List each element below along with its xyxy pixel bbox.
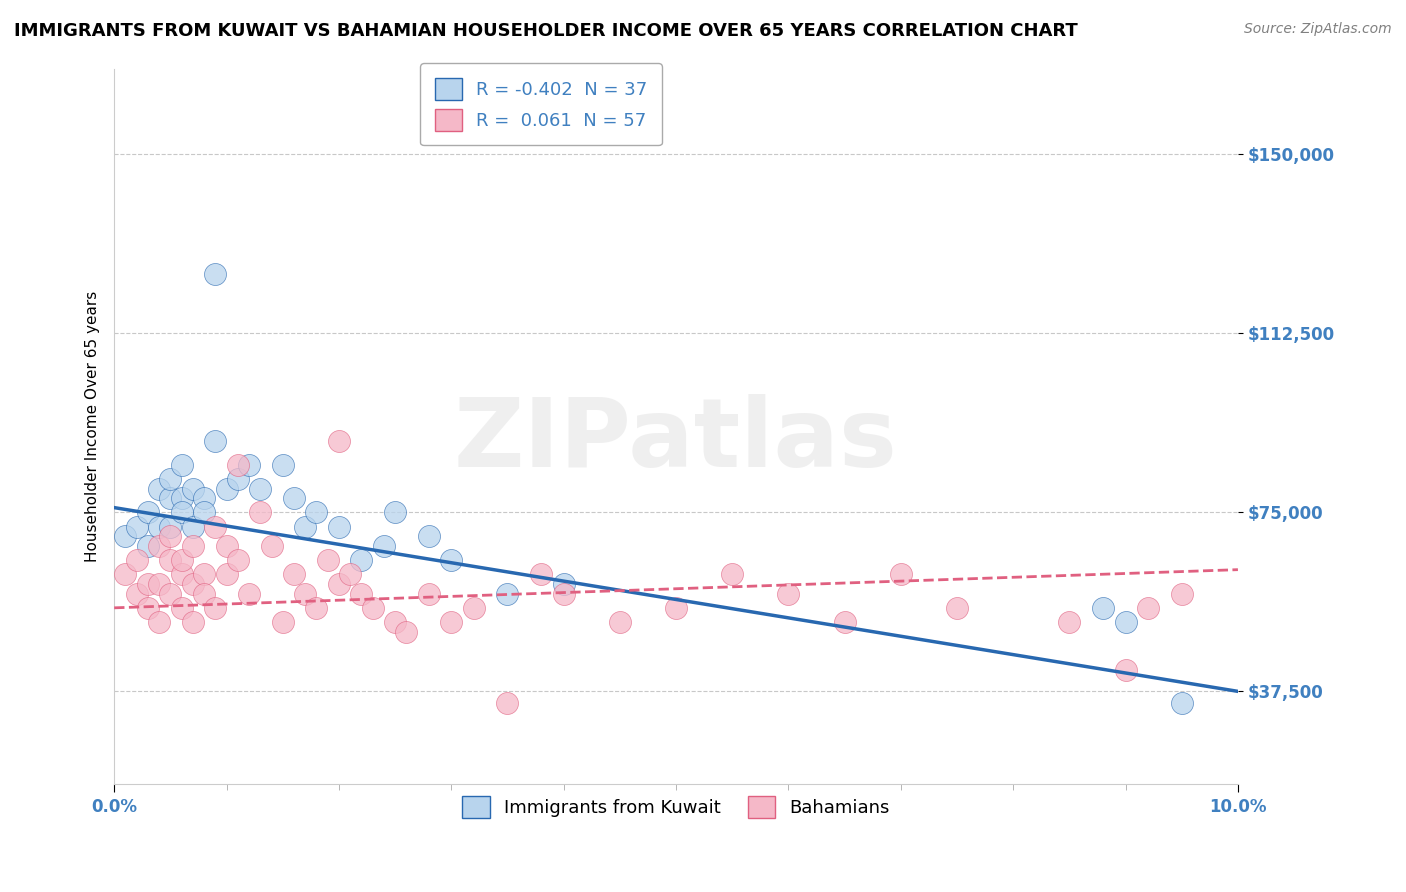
Point	[170, 553, 193, 567]
Point	[665, 600, 688, 615]
Text: IMMIGRANTS FROM KUWAIT VS BAHAMIAN HOUSEHOLDER INCOME OVER 65 YEARS CORRELATION : IMMIGRANTS FROM KUWAIT VS BAHAMIAN HOUSE…	[14, 22, 1078, 40]
Point	[496, 586, 519, 600]
Point	[283, 567, 305, 582]
Point	[148, 519, 170, 533]
Point	[181, 539, 204, 553]
Text: Source: ZipAtlas.com: Source: ZipAtlas.com	[1244, 22, 1392, 37]
Point	[496, 696, 519, 710]
Point	[204, 519, 226, 533]
Point	[215, 539, 238, 553]
Point	[125, 553, 148, 567]
Point	[159, 553, 181, 567]
Point	[181, 519, 204, 533]
Point	[249, 482, 271, 496]
Point	[136, 539, 159, 553]
Point	[1170, 696, 1192, 710]
Point	[249, 505, 271, 519]
Point	[114, 567, 136, 582]
Point	[159, 529, 181, 543]
Point	[215, 482, 238, 496]
Point	[890, 567, 912, 582]
Point	[834, 615, 856, 629]
Point	[553, 577, 575, 591]
Point	[238, 458, 260, 472]
Point	[350, 553, 373, 567]
Point	[283, 491, 305, 505]
Point	[1115, 663, 1137, 677]
Y-axis label: Householder Income Over 65 years: Householder Income Over 65 years	[86, 291, 100, 562]
Point	[159, 586, 181, 600]
Point	[136, 577, 159, 591]
Point	[463, 600, 485, 615]
Point	[226, 458, 249, 472]
Point	[181, 482, 204, 496]
Point	[159, 472, 181, 486]
Point	[181, 577, 204, 591]
Point	[125, 586, 148, 600]
Point	[1170, 586, 1192, 600]
Point	[305, 600, 328, 615]
Point	[170, 505, 193, 519]
Point	[204, 434, 226, 448]
Point	[440, 615, 463, 629]
Point	[193, 586, 215, 600]
Point	[553, 586, 575, 600]
Point	[226, 553, 249, 567]
Point	[148, 577, 170, 591]
Point	[181, 615, 204, 629]
Point	[395, 624, 418, 639]
Point	[339, 567, 361, 582]
Point	[136, 600, 159, 615]
Point	[778, 586, 800, 600]
Point	[384, 505, 406, 519]
Point	[114, 529, 136, 543]
Point	[215, 567, 238, 582]
Point	[125, 519, 148, 533]
Point	[384, 615, 406, 629]
Point	[159, 491, 181, 505]
Point	[350, 586, 373, 600]
Point	[530, 567, 553, 582]
Point	[148, 482, 170, 496]
Point	[148, 615, 170, 629]
Point	[271, 458, 294, 472]
Point	[294, 586, 316, 600]
Point	[373, 539, 395, 553]
Point	[226, 472, 249, 486]
Point	[170, 567, 193, 582]
Point	[946, 600, 969, 615]
Point	[193, 567, 215, 582]
Legend: Immigrants from Kuwait, Bahamians: Immigrants from Kuwait, Bahamians	[456, 789, 897, 825]
Point	[271, 615, 294, 629]
Point	[418, 586, 440, 600]
Point	[1137, 600, 1160, 615]
Point	[204, 600, 226, 615]
Point	[721, 567, 744, 582]
Point	[159, 519, 181, 533]
Point	[170, 600, 193, 615]
Point	[361, 600, 384, 615]
Point	[204, 267, 226, 281]
Point	[193, 491, 215, 505]
Point	[316, 553, 339, 567]
Point	[1092, 600, 1115, 615]
Point	[609, 615, 631, 629]
Point	[1059, 615, 1081, 629]
Point	[418, 529, 440, 543]
Point	[328, 577, 350, 591]
Text: ZIPatlas: ZIPatlas	[454, 394, 898, 487]
Point	[328, 434, 350, 448]
Point	[238, 586, 260, 600]
Point	[170, 491, 193, 505]
Point	[260, 539, 283, 553]
Point	[440, 553, 463, 567]
Point	[1115, 615, 1137, 629]
Point	[148, 539, 170, 553]
Point	[170, 458, 193, 472]
Point	[328, 519, 350, 533]
Point	[294, 519, 316, 533]
Point	[305, 505, 328, 519]
Point	[193, 505, 215, 519]
Point	[136, 505, 159, 519]
